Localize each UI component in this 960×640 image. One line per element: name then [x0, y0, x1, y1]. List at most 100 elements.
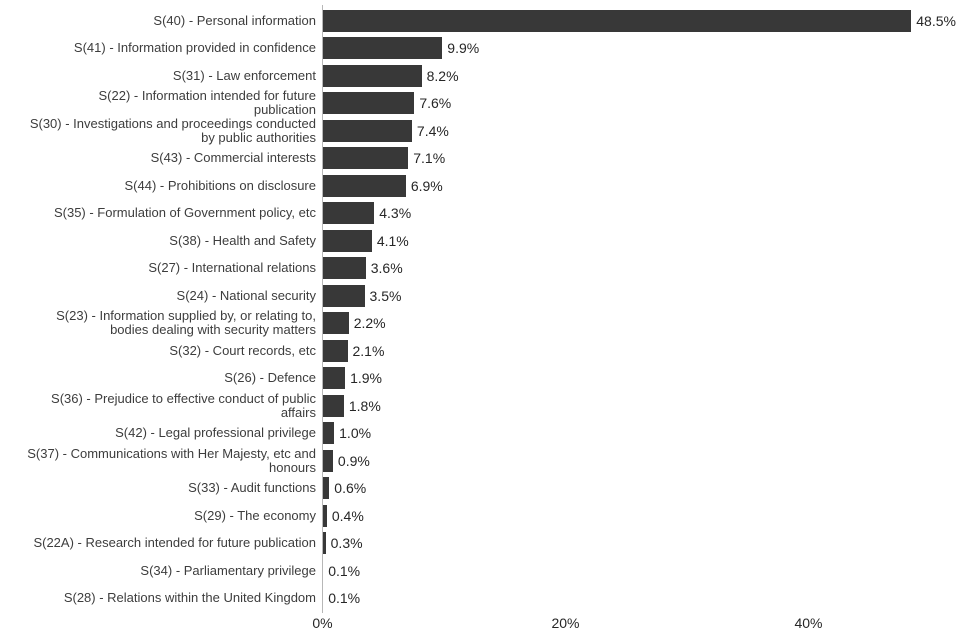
value-label: 3.5%	[369, 287, 402, 304]
category-label: S(43) - Commercial interests	[150, 150, 316, 166]
category-label: S(29) - The economy	[194, 507, 316, 523]
value-label: 8.2%	[426, 67, 459, 84]
bar	[322, 257, 366, 280]
bar-area: 1.8%	[322, 392, 960, 420]
category-label: S(32) - Court records, etc	[169, 342, 316, 358]
bar-area: 3.5%	[322, 282, 960, 310]
category-label: S(38) - Health and Safety	[169, 232, 316, 248]
chart-rows: S(40) - Personal information 48.5% S(41)…	[0, 7, 960, 612]
chart-row: S(22) - Information intended for future …	[0, 88, 960, 118]
category-label: S(40) - Personal information	[153, 12, 316, 28]
bar	[322, 202, 375, 225]
bar-area: 0.6%	[322, 475, 960, 503]
bar-area: 1.0%	[322, 420, 960, 448]
value-label: 4.1%	[376, 232, 409, 249]
category-label: S(37) - Communications with Her Majesty,…	[27, 445, 316, 475]
value-label: 7.6%	[419, 95, 452, 112]
category-label: S(34) - Parliamentary privilege	[140, 562, 316, 578]
chart-row: S(40) - Personal information 48.5%	[0, 7, 960, 35]
bar	[322, 339, 348, 362]
value-label: 7.1%	[413, 150, 446, 167]
bar	[322, 9, 912, 32]
bar-area: 0.4%	[322, 502, 960, 530]
chart-row: S(41) - Information provided in confiden…	[0, 35, 960, 63]
bar-area: 6.9%	[322, 172, 960, 200]
category-label: S(27) - International relations	[148, 260, 316, 276]
bar	[322, 147, 409, 170]
chart-row: S(37) - Communications with Her Majesty,…	[0, 445, 960, 475]
chart-row: S(31) - Law enforcement 8.2%	[0, 62, 960, 90]
chart-row: S(36) - Prejudice to effective conduct o…	[0, 391, 960, 420]
value-label: 0.3%	[330, 535, 363, 552]
category-label: S(22) - Information intended for future …	[98, 88, 316, 118]
bar	[322, 367, 346, 390]
bar-area: 7.6%	[322, 90, 960, 118]
bar-area: 4.3%	[322, 200, 960, 228]
bar	[322, 504, 327, 527]
bar-area: 1.9%	[322, 365, 960, 393]
category-label: S(41) - Information provided in confiden…	[73, 40, 316, 56]
bar	[322, 532, 326, 555]
chart-row: S(34) - Parliamentary privilege 0.1%	[0, 557, 960, 585]
value-label: 0.1%	[328, 590, 361, 607]
bar	[322, 64, 422, 87]
category-label: S(33) - Audit functions	[188, 480, 316, 496]
bar	[322, 119, 412, 142]
value-label: 0.6%	[334, 480, 367, 497]
chart-row: S(28) - Relations within the United King…	[0, 585, 960, 613]
bar	[322, 394, 344, 417]
chart-row: S(22A) - Research intended for future pu…	[0, 530, 960, 558]
category-label: S(28) - Relations within the United King…	[63, 590, 316, 606]
bar	[322, 449, 333, 472]
x-axis: 0% 20% 40%	[0, 615, 960, 635]
category-label: S(23) - Information supplied by, or rela…	[56, 308, 316, 338]
category-label: S(22A) - Research intended for future pu…	[33, 535, 316, 551]
category-label: S(24) - National security	[176, 287, 316, 303]
bar-area: 0.1%	[322, 557, 960, 585]
bar-area: 2.1%	[322, 337, 960, 365]
x-axis-tick-20: 20%	[551, 615, 580, 631]
bar	[322, 477, 330, 500]
value-label: 1.0%	[339, 425, 372, 442]
chart-row: S(27) - International relations 3.6%	[0, 255, 960, 283]
bar	[322, 312, 349, 335]
chart-row: S(24) - National security 3.5%	[0, 282, 960, 310]
category-label: S(35) - Formulation of Government policy…	[53, 205, 316, 221]
chart-row: S(42) - Legal professional privilege 1.0…	[0, 420, 960, 448]
bar-area: 2.2%	[322, 310, 960, 338]
chart-row: S(35) - Formulation of Government policy…	[0, 200, 960, 228]
x-axis-tick-0: 0%	[312, 615, 333, 631]
value-label: 2.1%	[352, 342, 385, 359]
category-label: S(44) - Prohibitions on disclosure	[124, 177, 316, 193]
category-label: S(31) - Law enforcement	[172, 67, 316, 83]
value-label: 6.9%	[410, 177, 443, 194]
category-label: S(26) - Defence	[224, 370, 316, 386]
chart-row: S(29) - The economy 0.4%	[0, 502, 960, 530]
chart-row: S(30) - Investigations and proceedings c…	[0, 116, 960, 145]
value-label: 4.3%	[379, 205, 412, 222]
bar	[322, 422, 335, 445]
bar	[322, 284, 365, 307]
value-label: 1.8%	[348, 397, 381, 414]
bar-area: 0.1%	[322, 585, 960, 613]
value-label: 48.5%	[916, 12, 956, 29]
category-label: S(42) - Legal professional privilege	[115, 425, 316, 441]
bar-area: 48.5%	[322, 7, 960, 35]
bar-area: 0.3%	[322, 530, 960, 558]
bar	[322, 229, 372, 252]
chart-row: S(23) - Information supplied by, or rela…	[0, 308, 960, 338]
value-label: 0.4%	[331, 507, 364, 524]
value-label: 1.9%	[350, 370, 382, 387]
bar	[322, 92, 415, 115]
bar-area: 0.9%	[322, 447, 960, 475]
bar	[322, 37, 443, 60]
chart-row: S(33) - Audit functions 0.6%	[0, 475, 960, 503]
bar-area: 9.9%	[322, 35, 960, 63]
bar-area: 7.1%	[322, 145, 960, 173]
x-axis-tick-40: 40%	[794, 615, 823, 631]
bar	[322, 174, 406, 197]
value-label: 0.1%	[328, 562, 361, 579]
y-axis-line	[322, 5, 323, 613]
value-label: 7.4%	[416, 122, 449, 139]
